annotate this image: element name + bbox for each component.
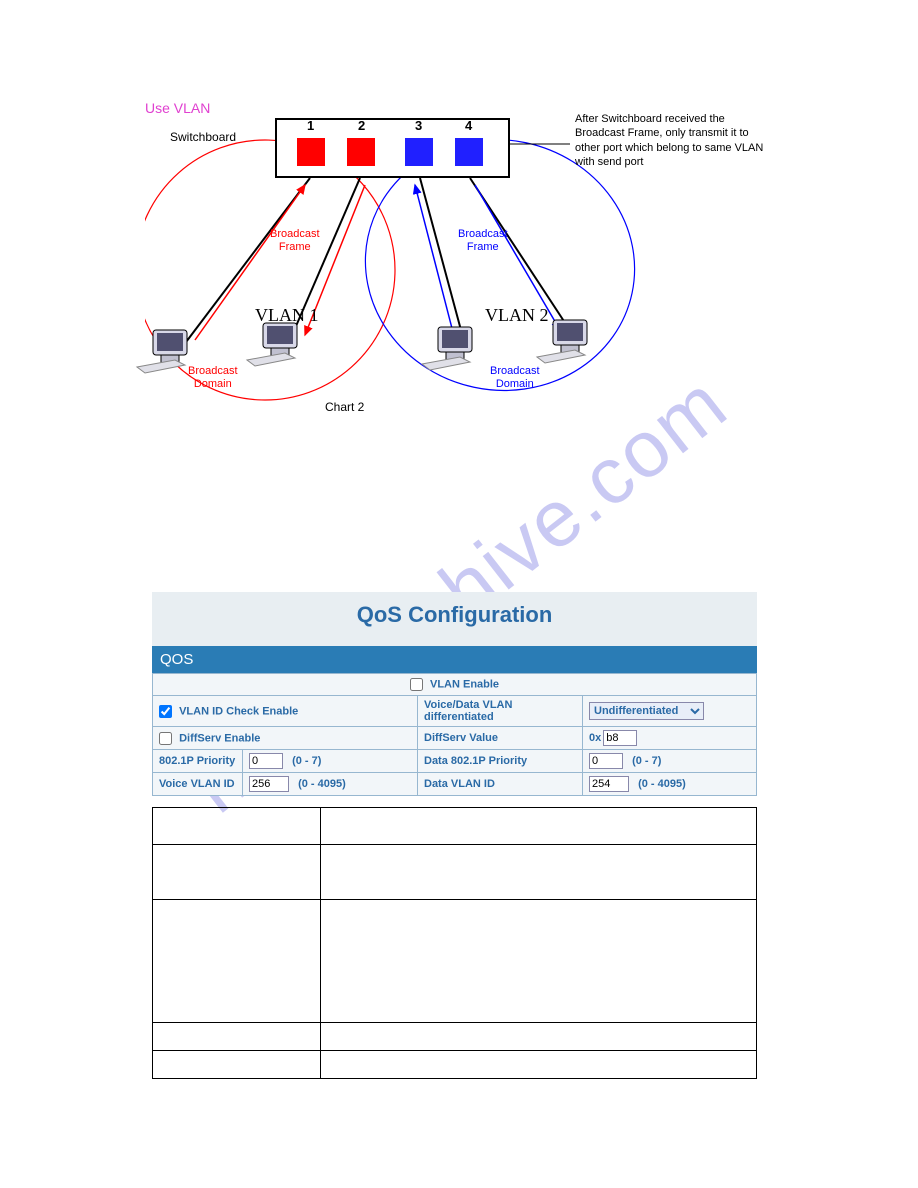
port-2: [347, 138, 375, 166]
desc-cell: [321, 900, 757, 1023]
description-table: [152, 807, 757, 1079]
vlan-id-check-label: VLAN ID Check Enable: [179, 705, 298, 717]
broadcast-domain-blue: Broadcast Domain: [490, 365, 540, 391]
diffserv-enable-cell: DiffServ Enable: [153, 727, 418, 750]
broadcast-frame-red: Broadcast Frame: [270, 228, 320, 254]
voice-data-diff-cell: Undifferentiated: [583, 696, 757, 727]
diffserv-value-label: DiffServ Value: [418, 727, 583, 750]
computer-icon: [135, 325, 205, 380]
voice-vlan-label: Voice VLAN ID: [153, 773, 243, 796]
data-vlan-label: Data VLAN ID: [418, 773, 583, 796]
vlan-enable-checkbox[interactable]: [410, 678, 423, 691]
switchboard-label: Switchboard: [170, 130, 236, 144]
chart-label: Chart 2: [325, 400, 364, 414]
p8021-label: 802.1P Priority: [153, 750, 243, 773]
vlan-enable-label: VLAN Enable: [430, 678, 499, 690]
port-num-4: 4: [465, 118, 472, 133]
vlan-diagram: Use VLAN Switchboard 1 2 3 4 After Switc…: [145, 100, 785, 430]
data-vlan-input[interactable]: [589, 776, 629, 792]
qos-title: QoS Configuration: [152, 592, 757, 646]
p8021-input[interactable]: [249, 753, 283, 769]
desc-cell: [153, 900, 321, 1023]
qos-panel: QoS Configuration QOS VLAN Enable VLAN I…: [152, 592, 757, 796]
port-4: [455, 138, 483, 166]
p8021-cell: (0 - 7): [243, 750, 418, 773]
port-num-1: 1: [307, 118, 314, 133]
data8021-label: Data 802.1P Priority: [418, 750, 583, 773]
voice-data-diff-select[interactable]: Undifferentiated: [589, 702, 704, 720]
diffserv-value-input[interactable]: [603, 730, 637, 746]
voice-vlan-cell: (0 - 4095): [243, 773, 418, 796]
data8021-input[interactable]: [589, 753, 623, 769]
desc-cell: [153, 1023, 321, 1051]
voice-vlan-range: (0 - 4095): [298, 778, 346, 790]
broadcast-frame-blue: Broadcast Frame: [458, 228, 508, 254]
data8021-cell: (0 - 7): [583, 750, 757, 773]
desc-cell: [321, 1023, 757, 1051]
desc-cell: [321, 808, 757, 845]
desc-cell: [153, 1051, 321, 1079]
hex-prefix: 0x: [589, 732, 601, 744]
port-num-2: 2: [358, 118, 365, 133]
computer-icon: [420, 322, 490, 377]
vlan-id-check-cell: VLAN ID Check Enable: [153, 696, 418, 727]
page-root: manualshive.com: [0, 0, 918, 1188]
p8021-range: (0 - 7): [292, 755, 321, 767]
desc-cell: [153, 845, 321, 900]
diffserv-enable-label: DiffServ Enable: [179, 732, 260, 744]
vlan-enable-row: VLAN Enable: [153, 674, 757, 696]
desc-cell: [321, 845, 757, 900]
desc-cell: [153, 808, 321, 845]
desc-cell: [321, 1051, 757, 1079]
voice-vlan-input[interactable]: [249, 776, 289, 792]
diffserv-value-cell: 0x: [583, 727, 757, 750]
vlan-id-check-checkbox[interactable]: [159, 705, 172, 718]
port-1: [297, 138, 325, 166]
data-vlan-cell: (0 - 4095): [583, 773, 757, 796]
computer-icon: [535, 315, 605, 370]
computer-icon: [245, 318, 315, 373]
data8021-range: (0 - 7): [632, 755, 661, 767]
diagram-annotation: After Switchboard received the Broadcast…: [575, 112, 775, 169]
data-vlan-range: (0 - 4095): [638, 778, 686, 790]
port-num-3: 3: [415, 118, 422, 133]
qos-table: VLAN Enable VLAN ID Check Enable Voice/D…: [152, 673, 757, 796]
voice-data-diff-label: Voice/Data VLAN differentiated: [418, 696, 583, 727]
diagram-title: Use VLAN: [145, 100, 210, 116]
qos-header: QOS: [152, 646, 757, 673]
diffserv-enable-checkbox[interactable]: [159, 732, 172, 745]
port-3: [405, 138, 433, 166]
